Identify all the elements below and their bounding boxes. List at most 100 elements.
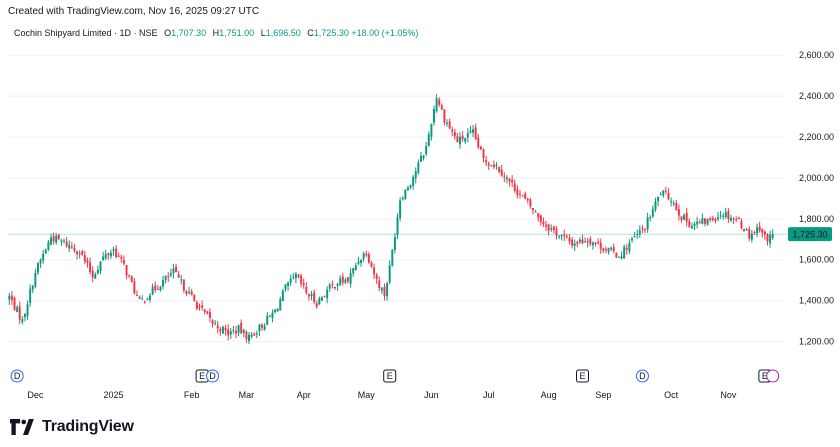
candle-body — [109, 252, 112, 257]
candle-body — [104, 254, 107, 259]
candle-body — [427, 134, 430, 147]
candle-body — [274, 309, 277, 313]
candle-body — [34, 272, 37, 287]
candle-body — [677, 209, 680, 216]
candle-body — [169, 273, 172, 276]
high-value: 1,751.00 — [219, 28, 255, 38]
candle-body — [706, 218, 709, 225]
x-tick-label: Feb — [184, 390, 200, 400]
tradingview-logo-icon — [10, 419, 34, 435]
candle-body — [526, 198, 529, 201]
candle-body — [406, 187, 409, 191]
candle-body — [545, 224, 548, 227]
candle-body — [737, 217, 740, 220]
candle-body — [201, 305, 204, 308]
candle-body — [13, 297, 16, 310]
candle-body — [26, 304, 29, 317]
candle-body — [133, 281, 136, 294]
candle-body — [435, 98, 438, 112]
candle-body — [60, 240, 63, 242]
candle-body — [378, 280, 381, 289]
candle-body — [766, 234, 769, 242]
candle-body — [453, 132, 456, 137]
candle-body — [709, 218, 712, 220]
candle-body — [417, 162, 420, 173]
candle-body — [401, 198, 404, 200]
candle-body — [375, 274, 378, 279]
candle-body — [701, 218, 704, 224]
candle-body — [365, 253, 368, 256]
candle-body — [651, 209, 654, 217]
candle-body — [591, 242, 594, 246]
candle-body — [474, 127, 477, 140]
candle-body — [57, 234, 60, 240]
candle-body — [459, 136, 462, 145]
candle-body — [714, 218, 717, 221]
candle-body — [636, 234, 639, 236]
y-tick-label: 1,800.00 — [799, 214, 834, 224]
candle-body — [347, 277, 350, 282]
created-with-caption: Created with TradingView.com, Nov 16, 20… — [8, 6, 260, 17]
candle-body — [422, 155, 425, 159]
candle-body — [438, 99, 441, 105]
event-label: E — [387, 371, 393, 381]
candle-body — [753, 232, 756, 234]
x-tick-label: May — [358, 390, 376, 400]
candle-body — [743, 228, 746, 231]
candle-body — [188, 291, 191, 293]
candle-body — [18, 306, 21, 320]
candle-body — [336, 284, 339, 286]
candle-body — [318, 298, 321, 305]
y-tick-label: 2,200.00 — [799, 132, 834, 142]
candle-body — [156, 289, 159, 291]
candlestick-chart[interactable]: 1,200.00 1,400.00 1,600.00 1,800.00 2,000.00… — [0, 0, 840, 410]
candle-body — [769, 234, 772, 244]
candle-body — [503, 176, 506, 178]
candle-body — [307, 294, 310, 297]
x-tick-label: Dec — [27, 390, 44, 400]
candle-body — [305, 286, 308, 293]
candle-body — [612, 247, 615, 252]
candle-body — [571, 239, 574, 246]
candle-body — [219, 328, 222, 332]
candle-body — [250, 334, 253, 337]
candle-body — [185, 291, 188, 295]
candle-body — [331, 284, 334, 286]
candle-body — [211, 320, 214, 324]
candle-body — [367, 254, 370, 263]
close-label: C — [307, 28, 314, 38]
candle-body — [284, 284, 287, 290]
candle-body — [300, 275, 303, 284]
candle-body — [263, 325, 266, 330]
candle-body — [370, 262, 373, 267]
candle-body — [63, 240, 66, 242]
event-label: D — [209, 371, 216, 381]
event-label: E — [579, 371, 585, 381]
symbol-title: Cochin Shipyard Limited · 1D · NSE — [14, 28, 158, 38]
candle-body — [323, 296, 326, 298]
candle-body — [688, 221, 691, 227]
candle-body — [524, 193, 527, 199]
candle-body — [328, 284, 331, 289]
candle-body — [440, 105, 443, 110]
candle-body — [190, 291, 193, 295]
dividend-marker-icon — [635, 369, 649, 383]
candle-body — [268, 315, 271, 317]
candle-body — [485, 160, 488, 163]
candle-body — [388, 265, 391, 283]
candle-body — [602, 248, 605, 251]
candle-body — [732, 218, 735, 220]
candle-body — [271, 312, 274, 318]
candle-body — [70, 246, 73, 248]
candle-body — [10, 295, 13, 301]
candle-body — [735, 218, 738, 220]
low-value: 1,696.50 — [265, 28, 301, 38]
x-tick-label: 2025 — [104, 390, 124, 400]
candle-body — [750, 233, 753, 240]
candle-body — [617, 256, 620, 258]
candle-body — [508, 178, 511, 182]
last-price-label: 1,725.30 — [792, 230, 827, 240]
candle-body — [631, 238, 633, 241]
candle-body — [469, 130, 472, 133]
candle-body — [443, 110, 446, 123]
